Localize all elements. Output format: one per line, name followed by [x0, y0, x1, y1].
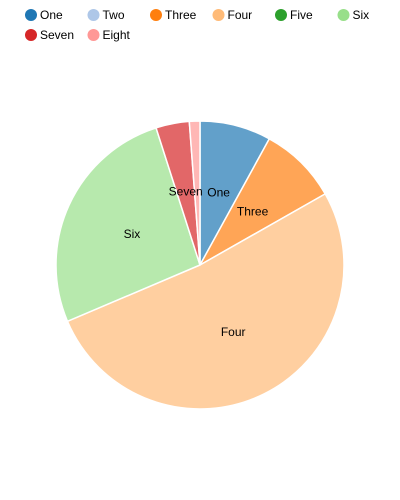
legend-label-eight: Eight: [103, 28, 131, 42]
legend-item-six[interactable]: Six: [337, 8, 370, 22]
legend-swatch-two: [87, 9, 100, 21]
legend-item-eight[interactable]: Eight: [87, 28, 131, 42]
legend-swatch-one: [25, 9, 37, 21]
legend-swatch-six: [337, 9, 350, 21]
legend-label-seven: Seven: [40, 28, 74, 42]
legend-swatch-four: [212, 9, 225, 21]
legend-item-four[interactable]: Four: [212, 8, 253, 22]
legend-item-two[interactable]: Two: [87, 8, 125, 22]
legend-swatch-three: [150, 9, 162, 21]
legend-label-two: Two: [103, 8, 125, 22]
legend: One Two Three Four Five Six Seven Eight: [25, 8, 369, 42]
legend-swatch-seven: [25, 29, 37, 41]
slice-label-six: Six: [124, 227, 141, 241]
legend-label-four: Four: [228, 8, 253, 22]
pie-slice-eight[interactable]: [188, 120, 201, 266]
legend-swatch-five: [275, 9, 287, 21]
slice-label-three: Three: [237, 205, 269, 219]
legend-label-five: Five: [290, 8, 313, 22]
pie-slice-four[interactable]: [66, 192, 345, 410]
slice-label-one: One: [207, 185, 230, 199]
legend-item-one[interactable]: One: [25, 8, 63, 22]
slice-label-seven: Seven: [169, 185, 203, 199]
slice-labels: One Three Four Six Seven: [124, 185, 269, 340]
legend-item-seven[interactable]: Seven: [25, 28, 74, 42]
legend-label-three: Three: [165, 8, 197, 22]
pie-slices: [55, 120, 345, 410]
legend-item-three[interactable]: Three: [150, 8, 197, 22]
pie-slice-six[interactable]: [55, 126, 201, 323]
legend-swatch-eight: [87, 29, 100, 41]
legend-label-six: Six: [353, 8, 370, 22]
slice-label-four: Four: [221, 325, 246, 339]
legend-item-five[interactable]: Five: [275, 8, 313, 22]
legend-label-one: One: [40, 8, 63, 22]
